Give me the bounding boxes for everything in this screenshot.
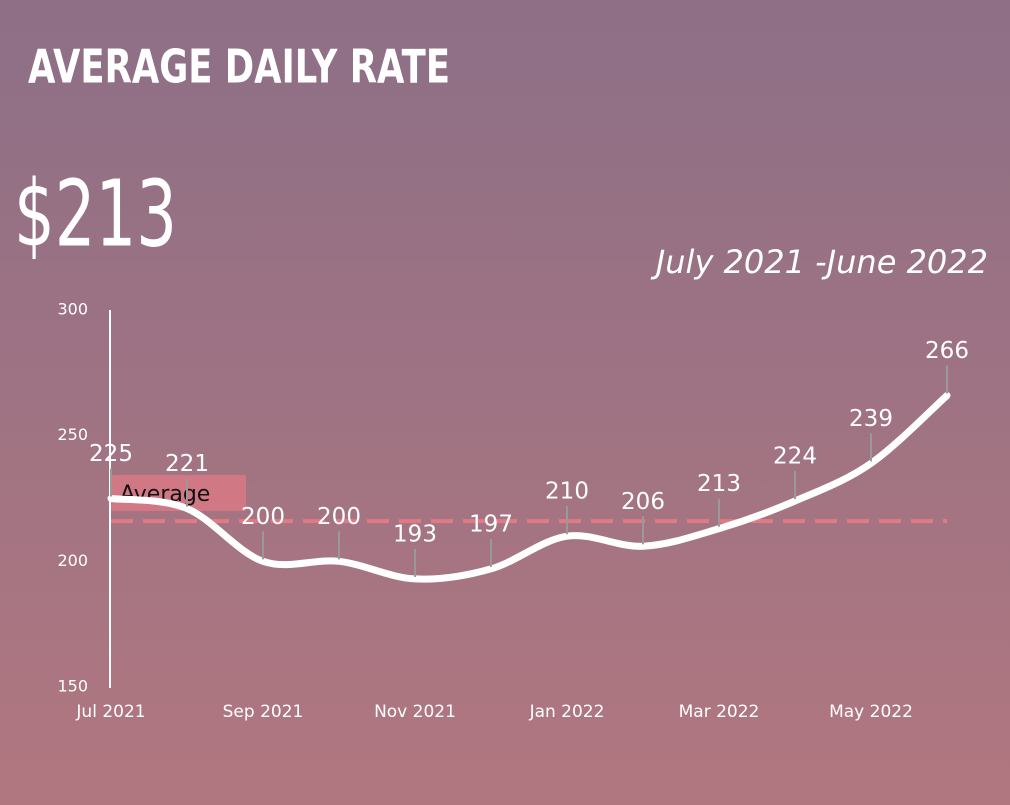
x-tick-label: Mar 2022 [679,702,760,722]
x-tick-label: May 2022 [829,702,913,722]
kpi-value: $213 [14,160,177,267]
value-label: 210 [545,479,589,505]
x-tick-label: Sep 2021 [223,702,304,722]
value-label: 224 [773,444,817,470]
value-label: 206 [621,489,665,515]
value-label: 266 [925,338,969,364]
value-label: 225 [89,441,133,467]
x-tick-label: Nov 2021 [374,702,456,722]
value-label: 197 [469,511,513,537]
y-tick-label: 150 [57,677,88,696]
chart-subtitle: July 2021 -June 2022 [650,243,988,281]
y-tick-label: 250 [57,425,88,444]
value-label: 213 [697,471,741,497]
value-label: 221 [165,451,209,477]
value-label: 200 [241,504,285,530]
value-label: 200 [317,504,361,530]
y-tick-label: 200 [57,551,88,570]
y-tick-label: 300 [57,300,88,319]
x-tick-label: Jul 2021 [75,702,145,722]
value-label: 193 [393,521,437,547]
x-tick-label: Jan 2022 [529,702,605,722]
series-line [107,391,951,583]
chart-title: AVERAGE DAILY RATE [28,40,450,94]
value-label: 239 [849,406,893,432]
